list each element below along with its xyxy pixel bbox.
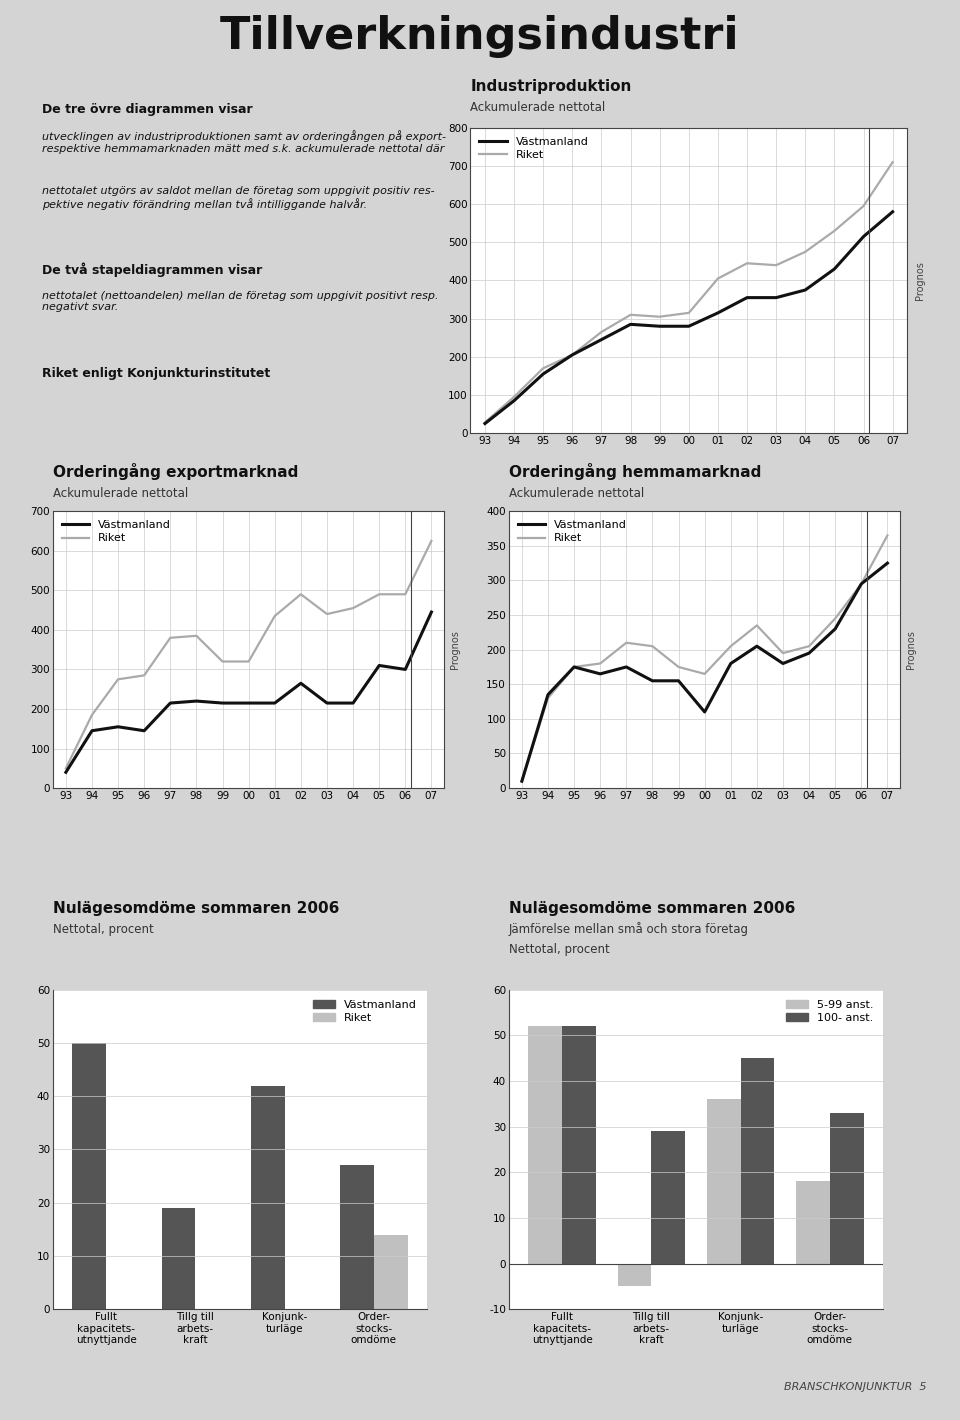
Text: Nulägesomdöme sommaren 2006: Nulägesomdöme sommaren 2006	[53, 900, 339, 916]
Bar	[617, 1264, 652, 1287]
Bar	[563, 1027, 596, 1264]
Bar	[161, 1208, 196, 1309]
Bar	[528, 1027, 563, 1264]
Bar	[340, 1166, 373, 1309]
Text: Ackumulerade nettotal: Ackumulerade nettotal	[53, 487, 188, 500]
Text: Nettotal, procent: Nettotal, procent	[53, 923, 154, 936]
Bar	[652, 1132, 685, 1264]
Bar	[251, 1085, 284, 1309]
Text: Nulägesomdöme sommaren 2006: Nulägesomdöme sommaren 2006	[509, 900, 795, 916]
Text: Ackumulerade nettotal: Ackumulerade nettotal	[470, 101, 606, 114]
Legend: Västmanland, Riket: Västmanland, Riket	[59, 517, 175, 547]
Text: Prognos: Prognos	[915, 261, 924, 300]
Text: Nettotal, procent: Nettotal, procent	[509, 943, 610, 956]
Text: De två stapeldiagrammen visar: De två stapeldiagrammen visar	[41, 263, 262, 277]
Text: Prognos: Prognos	[906, 630, 916, 669]
Legend: Västmanland, Riket: Västmanland, Riket	[515, 517, 631, 547]
Bar	[72, 1042, 107, 1309]
Legend: 5-99 anst., 100- anst.: 5-99 anst., 100- anst.	[781, 995, 877, 1028]
Text: nettotalet utgörs av saldot mellan de företag som uppgivit positiv res-
pektive : nettotalet utgörs av saldot mellan de fö…	[41, 186, 434, 210]
Bar	[829, 1113, 864, 1264]
Text: BRANSCHKONJUNKTUR  5: BRANSCHKONJUNKTUR 5	[784, 1382, 926, 1392]
Legend: Västmanland, Riket: Västmanland, Riket	[476, 133, 592, 163]
Bar	[796, 1181, 829, 1264]
Text: Ackumulerade nettotal: Ackumulerade nettotal	[509, 487, 644, 500]
Text: Jämförelse mellan små och stora företag: Jämförelse mellan små och stora företag	[509, 922, 749, 936]
Text: Orderingång hemmamarknad: Orderingång hemmamarknad	[509, 463, 761, 480]
Text: Riket enligt Konjunkturinstitutet: Riket enligt Konjunkturinstitutet	[41, 366, 270, 381]
Text: De tre övre diagrammen visar: De tre övre diagrammen visar	[41, 102, 252, 115]
Bar	[373, 1234, 408, 1309]
Text: Industriproduktion: Industriproduktion	[470, 78, 632, 94]
Text: Prognos: Prognos	[450, 630, 460, 669]
Text: Orderingång exportmarknad: Orderingång exportmarknad	[53, 463, 299, 480]
Bar	[707, 1099, 740, 1264]
Bar	[740, 1058, 775, 1264]
Text: nettotalet (nettoandelen) mellan de företag som uppgivit positivt resp.
negativt: nettotalet (nettoandelen) mellan de före…	[41, 291, 438, 312]
Text: Tillverkningsindustri: Tillverkningsindustri	[220, 16, 740, 58]
Legend: Västmanland, Riket: Västmanland, Riket	[309, 995, 421, 1028]
Text: utvecklingen av industriproduktionen samt av orderingången på export-
respektive: utvecklingen av industriproduktionen sam…	[41, 131, 445, 153]
